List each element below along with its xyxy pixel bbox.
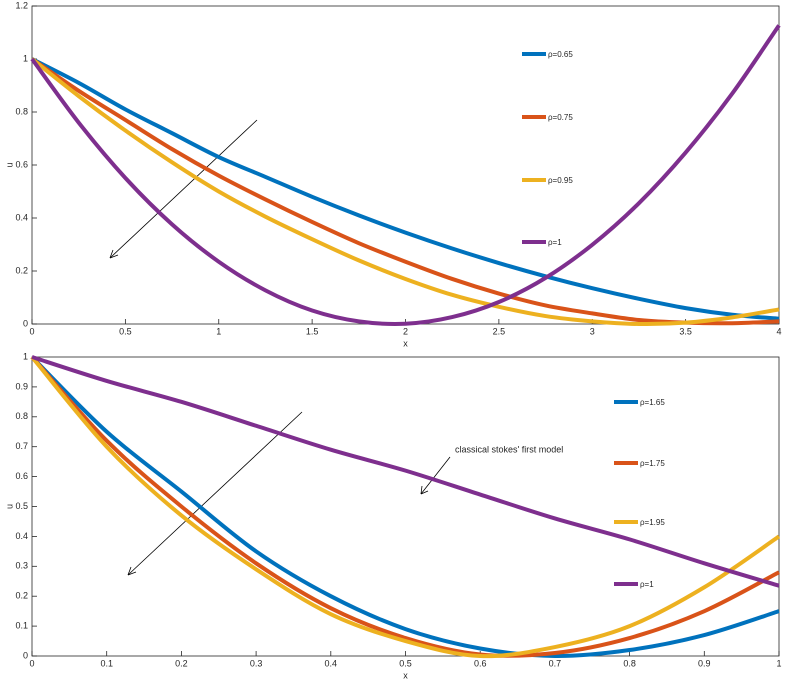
y-tick-label: 0.2 (15, 265, 28, 275)
legend-label: ρ=0.75 (548, 113, 573, 122)
x-tick-label: 0.1 (100, 658, 113, 668)
legend-label: ρ=1.65 (640, 398, 665, 407)
y-tick-label: 1 (23, 351, 28, 361)
annotation: classical stokes' first model (455, 444, 563, 454)
line-series (31, 355, 780, 588)
line-series (30, 355, 780, 658)
arrow-head (109, 249, 119, 259)
y-tick-label: 0.2 (15, 591, 28, 601)
y-tick-label: 0.1 (15, 620, 28, 630)
y-axis-label: u (4, 162, 14, 167)
x-tick-label: 0.7 (549, 658, 562, 668)
x-tick-label: 0.4 (325, 658, 338, 668)
legend-label: ρ=1 (548, 238, 562, 247)
y-tick-label: 0.7 (15, 441, 28, 451)
x-tick-label: 0.6 (474, 658, 487, 668)
x-tick-label: 1 (216, 326, 221, 336)
y-tick-label: 1.2 (15, 0, 28, 10)
x-tick-label: 3 (590, 326, 595, 336)
x-tick-label: 1 (776, 658, 781, 668)
y-tick-label: 0 (23, 650, 28, 660)
y-tick-label: 0.4 (15, 531, 28, 541)
y-tick-label: 0.4 (15, 212, 28, 222)
plot-frame (31, 356, 780, 657)
x-tick-label: 2.5 (493, 326, 506, 336)
arrow (109, 119, 258, 259)
y-tick-label: 0.6 (15, 159, 28, 169)
x-tick-label: 0 (29, 658, 34, 668)
y-tick-label: 0.6 (15, 471, 28, 481)
legend-label: ρ=1.95 (640, 518, 665, 527)
x-tick-label: 0.5 (119, 326, 132, 336)
line-series (30, 355, 780, 659)
line-series (31, 57, 780, 321)
arrow-head (127, 566, 137, 576)
arrow-head (420, 485, 429, 495)
y-tick-label: 0 (23, 318, 28, 328)
y-tick-label: 0.9 (15, 381, 28, 391)
y-tick-label: 0.3 (15, 561, 28, 571)
y-tick-label: 1 (23, 53, 28, 63)
y-axis-label: u (4, 504, 14, 509)
y-tick-label: 0.5 (15, 501, 28, 511)
x-axis-label: x (403, 670, 408, 680)
y-tick-label: 0.8 (15, 106, 28, 116)
line-series (30, 24, 781, 326)
legend-label: ρ=0.95 (548, 176, 573, 185)
line-series (30, 57, 780, 326)
x-tick-label: 0.8 (623, 658, 636, 668)
legend-label: ρ=0.65 (548, 50, 573, 59)
x-tick-label: 0.9 (698, 658, 711, 668)
x-tick-label: 2 (403, 326, 408, 336)
arrow (420, 456, 451, 495)
y-tick-label: 0.8 (15, 411, 28, 421)
arrow (127, 411, 303, 576)
x-tick-label: 0 (29, 326, 34, 336)
x-tick-label: 4 (776, 326, 781, 336)
legend-label: ρ=1 (640, 580, 654, 589)
x-tick-label: 3.5 (679, 326, 692, 336)
x-tick-label: 1.5 (306, 326, 319, 336)
x-tick-label: 0.3 (250, 658, 263, 668)
line-series (30, 57, 780, 327)
plot-frame (31, 5, 780, 325)
x-axis-label: x (403, 338, 408, 348)
x-tick-label: 0.5 (399, 658, 412, 668)
legend-label: ρ=1.75 (640, 459, 665, 468)
x-tick-label: 0.2 (175, 658, 188, 668)
line-series (30, 355, 781, 659)
